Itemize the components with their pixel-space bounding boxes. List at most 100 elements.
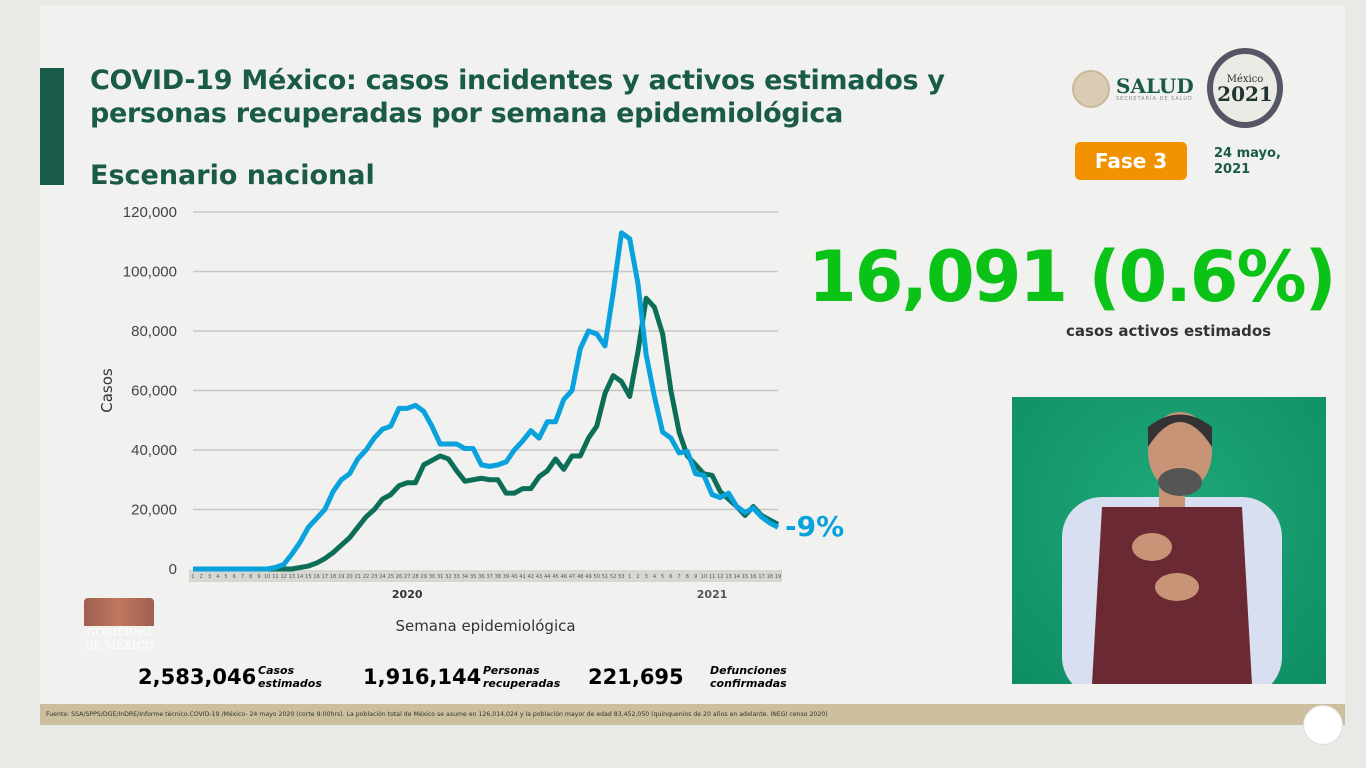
stat-recuperadas: 1,916,144 Personas recuperadas — [353, 658, 567, 695]
x-tick-label: 18 — [767, 574, 773, 580]
x-tick-label: 26 — [396, 574, 402, 580]
x-tick-label: 41 — [519, 574, 525, 580]
series-line — [193, 230, 780, 572]
x-tick-label: 27 — [404, 574, 410, 580]
active-cases-label: casos activos estimados — [1066, 322, 1272, 340]
y-tick-label: 20,000 — [131, 502, 177, 519]
stat-value: 221,695 — [588, 664, 684, 689]
x-tick-label: 34 — [462, 574, 468, 580]
heroes-icon — [84, 598, 154, 626]
x-tick-label: 31 — [437, 574, 443, 580]
x-tick-label: 45 — [552, 574, 558, 580]
x-tick-label: 18 — [330, 574, 336, 580]
x-tick-label: 36 — [478, 574, 484, 580]
x-tick-label: 4 — [653, 574, 656, 580]
stat-value: 1,916,144 — [363, 664, 482, 689]
salud-name: SALUD — [1116, 74, 1194, 98]
page-title: COVID-19 México: casos incidentes y acti… — [90, 64, 945, 130]
source-footer: Fuente: SSA/SPPS/DGE/InDRE/Informe técni… — [40, 704, 1345, 725]
x-tick-label: 35 — [470, 574, 476, 580]
x-tick-label: 40 — [511, 574, 517, 580]
x-tick-label: 48 — [577, 574, 583, 580]
x-tick-label: 7 — [241, 574, 244, 580]
x-tick-label: 39 — [503, 574, 509, 580]
x-tick-label: 14 — [297, 574, 303, 580]
change-label: -9% — [785, 510, 845, 543]
stat-casos: 2,583,046 Casos estimados — [128, 658, 342, 695]
title-line-2: personas recuperadas por semana epidemio… — [90, 98, 843, 129]
x-tick-label: 1 — [191, 574, 194, 580]
x-tick-label: 43 — [536, 574, 542, 580]
x-tick-label: 13 — [289, 574, 295, 580]
sign-language-interpreter-video — [1012, 397, 1326, 684]
x-tick-label: 50 — [594, 574, 600, 580]
gobierno-logo: GOBIERNO DE MÉXICO — [84, 598, 154, 652]
x-tick-label: 2 — [636, 574, 639, 580]
x-tick-label: 8 — [249, 574, 252, 580]
gobierno-corner-logo — [1303, 705, 1343, 745]
line-chart: 0 20,000 40,000 60,000 80,000 100,000 120,000 1… — [98, 204, 782, 635]
x-tick-label: 5 — [661, 574, 664, 580]
stat-label: Defunciones confirmadas — [710, 663, 787, 690]
x-tick-label: 44 — [544, 574, 550, 580]
gobierno-text: GOBIERNO DE MÉXICO — [84, 626, 154, 652]
y-tick-label: 40,000 — [131, 442, 177, 459]
x-tick-label: 47 — [569, 574, 575, 580]
x-tick-label: 9 — [257, 574, 260, 580]
x-axis-band — [189, 570, 782, 582]
x-tick-label: 19 — [338, 574, 344, 580]
interpreter-figure — [1062, 412, 1282, 684]
stat-label: Casos estimados — [258, 663, 322, 690]
x-tick-label: 3 — [208, 574, 211, 580]
x-tick-label: 6 — [669, 574, 672, 580]
stat-value: 2,583,046 — [138, 664, 257, 689]
x-tick-label: 30 — [429, 574, 435, 580]
x-tick-label: 15 — [305, 574, 311, 580]
x-tick-label: 1 — [628, 574, 631, 580]
active-cases-value: 16,091 (0.6%) — [808, 236, 1337, 318]
x-tick-label: 11 — [709, 574, 715, 580]
x-tick-label: 15 — [742, 574, 748, 580]
x-tick-label: 2 — [200, 574, 203, 580]
x-tick-label: 16 — [750, 574, 756, 580]
x-tick-label: 53 — [618, 574, 624, 580]
x-tick-label: 51 — [602, 574, 608, 580]
x-tick-label: 24 — [379, 574, 385, 580]
y-tick-label: 120,000 — [123, 204, 177, 221]
x-tick-label: 23 — [371, 574, 377, 580]
x-tick-label: 12 — [280, 574, 286, 580]
x-tick-label: 13 — [725, 574, 731, 580]
x-tick-label: 49 — [585, 574, 591, 580]
seal-icon — [1072, 70, 1110, 108]
y-tick-label: 80,000 — [131, 323, 177, 340]
x-tick-label: 14 — [734, 574, 740, 580]
phase-badge: Fase 3 — [1075, 142, 1187, 180]
x-tick-label: 3 — [645, 574, 648, 580]
y-tick-label: 60,000 — [131, 383, 177, 400]
salud-logo: SALUD SECRETARÍA DE SALUD — [1072, 70, 1194, 108]
x-tick-label: 6 — [233, 574, 236, 580]
x-tick-label: 10 — [264, 574, 270, 580]
x-tick-label: 19 — [775, 574, 781, 580]
year-label: 2020 — [392, 588, 423, 601]
report-date: 24 mayo, 2021 — [1214, 146, 1281, 177]
accent-bar — [40, 68, 64, 185]
x-tick-label: 32 — [445, 574, 451, 580]
y-tick-label: 100,000 — [123, 264, 177, 281]
x-tick-label: 29 — [421, 574, 427, 580]
logo-text: México — [1226, 73, 1264, 85]
x-tick-label: 25 — [388, 574, 394, 580]
x-tick-label: 46 — [561, 574, 567, 580]
x-tick-label: 17 — [322, 574, 328, 580]
x-axis-title: Semana epidemiológica — [395, 617, 575, 635]
x-tick-label: 28 — [412, 574, 418, 580]
x-tick-label: 33 — [453, 574, 459, 580]
x-tick-label: 20 — [346, 574, 352, 580]
x-tick-label: 17 — [758, 574, 764, 580]
x-tick-label: 52 — [610, 574, 616, 580]
y-tick-label: 0 — [169, 561, 177, 578]
logo-year: 2021 — [1217, 81, 1273, 106]
x-tick-label: 37 — [486, 574, 492, 580]
x-tick-label: 21 — [355, 574, 361, 580]
x-tick-label: 11 — [272, 574, 278, 580]
